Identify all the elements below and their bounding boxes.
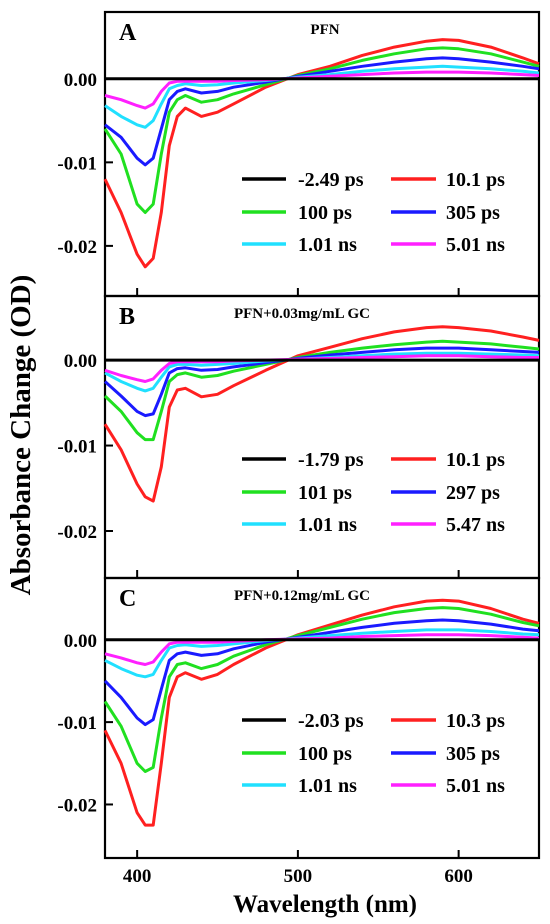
legend-label: 100 ps <box>298 202 352 224</box>
plot-frame <box>103 576 541 860</box>
series-line <box>103 618 540 727</box>
legend-label: 1.01 ns <box>298 775 357 797</box>
y-tick-label: -0.01 <box>57 713 97 734</box>
y-tick-label: 0.00 <box>64 631 97 652</box>
series-line <box>104 628 540 679</box>
y-tick-label: -0.01 <box>57 437 97 458</box>
y-tick-label: 0.00 <box>64 70 97 91</box>
y-axis-title: Absorbance Change (OD) <box>5 275 37 596</box>
panel-title: PFN <box>310 22 339 38</box>
legend-label: 101 ps <box>298 482 352 504</box>
legend-label: 305 ps <box>446 202 500 224</box>
legend-label: 5.01 ns <box>446 234 505 256</box>
panel-title: PFN+0.12mg/mL GC <box>234 588 370 604</box>
panel-title: PFN+0.03mg/mL GC <box>234 306 370 322</box>
legend-label: 10.3 ps <box>446 710 505 732</box>
series-line <box>104 56 540 167</box>
series-line <box>103 346 540 418</box>
legend-label: -2.49 ps <box>298 169 364 191</box>
legend-label: 10.1 ps <box>446 169 505 191</box>
panel-b: 0.00 -0.01 -0.02 B PFN+0.03mg/mL GC -1.79 ps 1… <box>57 294 541 580</box>
x-axis-title: Wavelength (nm) <box>233 891 417 918</box>
legend-label: 1.01 ns <box>298 514 357 536</box>
series-line <box>104 64 540 129</box>
y-tick-label: -0.02 <box>57 795 97 816</box>
y-tick-label: 0.00 <box>64 351 97 372</box>
legend-label: 5.01 ns <box>446 775 505 797</box>
y-tick-label: -0.01 <box>57 153 97 174</box>
y-tick-label: -0.02 <box>57 522 97 543</box>
series-line <box>103 325 540 503</box>
legend-label: 297 ps <box>446 482 500 504</box>
series-line <box>103 46 540 214</box>
series-line <box>103 606 540 773</box>
x-tick-label: 600 <box>444 866 473 887</box>
x-tick-label: 400 <box>123 866 152 887</box>
legend-label: 5.47 ns <box>446 514 505 536</box>
series-line <box>103 339 540 442</box>
series-line <box>104 70 540 110</box>
legend-label: 100 ps <box>298 743 352 765</box>
legend-label: -1.79 ps <box>298 449 364 471</box>
legend-label: 10.1 ps <box>446 449 505 471</box>
series-line <box>103 598 540 827</box>
legend-label: 1.01 ns <box>298 234 357 256</box>
x-tick-label: 500 <box>284 866 313 887</box>
series-line <box>103 38 540 269</box>
series-line <box>104 351 540 393</box>
panel-a: 0.00 -0.01 -0.02 A PFN -2.49 ps 10.1 ps 100 ps 3… <box>57 10 541 298</box>
y-tick-label: -0.02 <box>57 237 97 258</box>
panel-c: 0.00 -0.01 -0.02 400 500 600 C PFN+0.12mg/mL GC… <box>57 576 541 887</box>
legend-label: 305 ps <box>446 743 500 765</box>
panel-letter: B <box>119 304 135 330</box>
panel-letter: A <box>119 20 137 46</box>
legend-label: -2.03 ps <box>298 710 364 732</box>
series-line <box>104 633 540 666</box>
panel-letter: C <box>119 586 136 612</box>
